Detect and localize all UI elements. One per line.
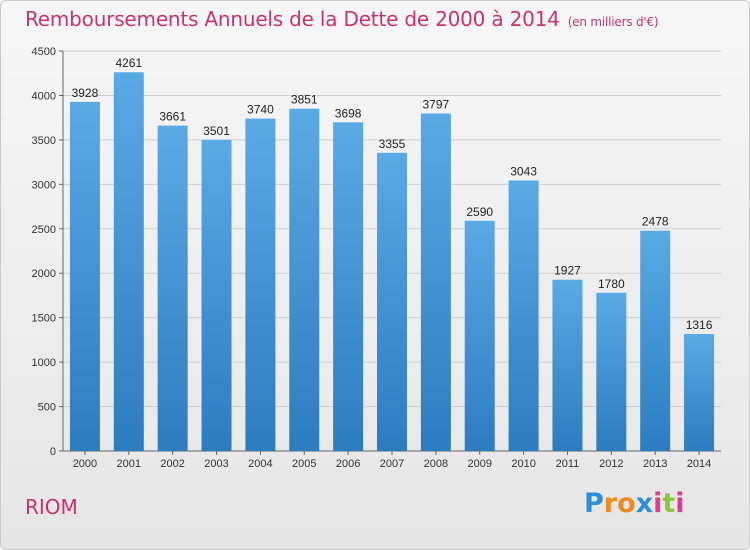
bar — [245, 118, 276, 452]
data-label: 3851 — [291, 93, 318, 107]
data-label: 3797 — [423, 97, 450, 111]
x-tick-label: 2013 — [643, 458, 667, 470]
y-tick-label: 500 — [38, 402, 56, 414]
data-label: 3698 — [335, 106, 362, 120]
bar — [289, 108, 320, 451]
y-tick-label: 4500 — [32, 46, 56, 58]
data-label: 3501 — [203, 124, 230, 138]
y-tick-label: 2500 — [32, 224, 56, 236]
bar — [684, 334, 715, 451]
x-tick-label: 2009 — [467, 458, 491, 470]
data-label: 3740 — [247, 103, 274, 117]
bar — [69, 101, 100, 451]
y-tick-label: 3000 — [32, 179, 56, 191]
x-tick-label: 2006 — [336, 458, 360, 470]
y-tick-label: 1000 — [32, 357, 56, 369]
bar — [596, 292, 627, 451]
logo-letter: i — [653, 488, 663, 519]
chart-subtitle: (en milliers d'€) — [567, 15, 659, 29]
logo-letter: P — [584, 488, 604, 519]
logo-letter: r — [603, 488, 618, 519]
data-label: 3043 — [510, 165, 537, 179]
chart-title-text: Remboursements Annuels de la Dette de 20… — [25, 7, 560, 31]
bar — [640, 230, 671, 451]
data-label: 4261 — [115, 56, 142, 70]
bar — [201, 139, 232, 452]
data-label: 3661 — [159, 110, 186, 124]
logo-letter: o — [617, 488, 636, 519]
bar — [113, 72, 144, 451]
chart-title: Remboursements Annuels de la Dette de 20… — [25, 7, 659, 31]
x-tick-label: 2014 — [687, 458, 711, 470]
x-tick-label: 2005 — [292, 458, 316, 470]
x-tick-label: 2008 — [424, 458, 448, 470]
logo-letter: x — [635, 488, 654, 519]
bar — [508, 180, 539, 451]
y-tick-label: 1500 — [32, 313, 56, 325]
logo-letter: i — [675, 488, 685, 519]
y-tick-label: 0 — [50, 446, 56, 458]
bar — [333, 122, 364, 452]
data-label: 2478 — [642, 215, 669, 229]
bar — [464, 220, 495, 451]
x-tick-label: 2003 — [204, 458, 228, 470]
proxiti-logo: Proxiti — [584, 488, 685, 519]
y-tick-label: 3500 — [32, 135, 56, 147]
data-label: 1927 — [554, 264, 581, 278]
bar — [377, 152, 407, 451]
x-tick-label: 2004 — [248, 458, 272, 470]
x-tick-label: 2002 — [160, 458, 184, 470]
bar — [552, 279, 583, 451]
logo-letter: t — [662, 488, 676, 519]
x-tick-label: 2001 — [117, 458, 141, 470]
y-tick-label: 4000 — [32, 90, 56, 102]
data-label: 1780 — [598, 277, 625, 291]
data-label: 2590 — [466, 205, 493, 219]
data-label: 3355 — [379, 137, 406, 151]
x-tick-label: 2012 — [599, 458, 623, 470]
x-tick-label: 2007 — [380, 458, 404, 470]
x-tick-label: 2011 — [556, 458, 580, 470]
data-label: 3928 — [72, 86, 99, 100]
bar — [420, 113, 451, 451]
place-name: RIOM — [25, 495, 78, 519]
bar — [157, 125, 188, 452]
y-tick-label: 2000 — [32, 268, 56, 280]
x-tick-label: 2000 — [73, 458, 97, 470]
data-label: 1316 — [686, 318, 713, 332]
x-tick-label: 2010 — [511, 458, 535, 470]
